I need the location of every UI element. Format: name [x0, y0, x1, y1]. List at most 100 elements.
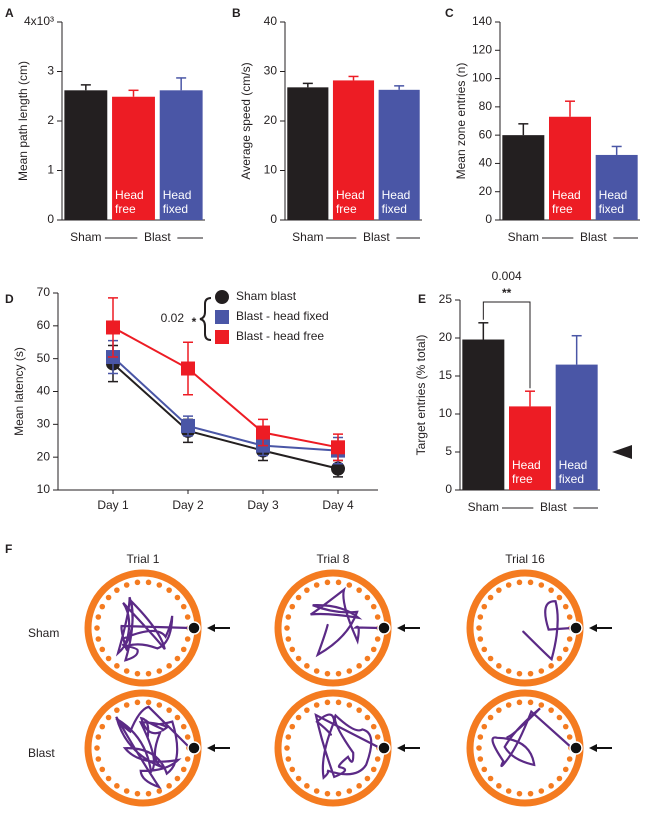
pool-dot — [346, 668, 353, 674]
annotation: 0.02 — [161, 311, 185, 325]
y-tick-label: 100 — [472, 71, 492, 85]
pool-dot — [295, 775, 302, 782]
pool-dot — [95, 756, 102, 762]
pool-dot — [180, 766, 187, 773]
y-tick-label: 20 — [439, 330, 453, 344]
x-tick-label: Sham — [70, 230, 101, 244]
y-tick-label: 70 — [37, 285, 51, 299]
pool-dot — [174, 655, 181, 662]
swim-path — [314, 712, 382, 780]
y-axis-label: Average speed (cm/s) — [239, 62, 253, 179]
pool-dot — [481, 766, 488, 773]
x-tick-label: Day 4 — [322, 498, 354, 512]
pool-dot — [313, 702, 320, 708]
bar-label: Head free — [115, 188, 144, 216]
target — [377, 741, 391, 755]
pool-dot — [556, 594, 563, 601]
panel-letter: A — [5, 6, 14, 20]
pool-dot — [313, 668, 320, 674]
pool-dot — [324, 670, 331, 677]
pool-dot — [284, 745, 290, 751]
bar-label: Head fixed — [559, 458, 588, 486]
group-label: Blast — [580, 230, 607, 244]
pool-dot — [289, 603, 296, 610]
bar — [555, 364, 598, 490]
pool-dot — [516, 670, 523, 677]
series-line — [112, 356, 339, 452]
swim-path — [115, 596, 192, 662]
pool-dot — [566, 636, 573, 642]
y-tick-label: 10 — [37, 482, 51, 496]
bar-label: Head fixed — [163, 188, 192, 216]
pool-dot — [481, 603, 488, 610]
pool-dot — [477, 756, 484, 762]
column-label: Trial 16 — [505, 552, 545, 566]
pool-dot — [156, 582, 163, 588]
pool-dot — [166, 587, 172, 593]
pool-dot — [156, 668, 163, 674]
pool-dot — [105, 775, 112, 782]
arrow-head — [207, 744, 215, 752]
target — [569, 741, 583, 755]
pool-dot — [95, 734, 102, 740]
pool-dot — [527, 699, 534, 706]
pool-dot — [145, 579, 152, 586]
panel-letter: C — [445, 6, 454, 20]
pool-dot — [346, 788, 353, 794]
y-tick-label: 50 — [37, 351, 51, 365]
pool-dot — [370, 766, 377, 773]
pool-dot — [496, 663, 502, 669]
pool-dot — [481, 646, 488, 653]
bar — [287, 87, 329, 220]
pool-dot — [114, 663, 120, 669]
pool-dot — [105, 655, 112, 662]
pool-dot — [346, 582, 353, 588]
pool-dot — [364, 714, 371, 721]
pool-dot — [134, 579, 141, 586]
row-label: Sham — [28, 626, 59, 640]
bar — [595, 154, 638, 220]
x-tick-label: Sham — [508, 230, 539, 244]
pool-dot — [184, 734, 191, 740]
y-tick-label: 20 — [264, 113, 278, 127]
pool-dot — [356, 587, 362, 593]
y-tick-label: 10 — [439, 406, 453, 420]
pool-dot — [284, 625, 290, 631]
bar-label: Head fixed — [599, 188, 628, 216]
pool-dot — [94, 625, 100, 631]
y-tick-label: 30 — [37, 417, 51, 431]
pool-dot — [496, 783, 502, 789]
pool-dot — [285, 734, 292, 740]
point — [181, 361, 195, 376]
y-tick-label: 20 — [37, 449, 51, 463]
target — [569, 621, 583, 635]
pool-dot — [180, 603, 187, 610]
pool-dot — [335, 699, 342, 706]
point — [181, 418, 195, 433]
legend-marker — [215, 310, 229, 324]
chance-marker — [612, 445, 632, 459]
pool-dot — [370, 646, 377, 653]
pool-dot — [313, 582, 320, 588]
x-tick-label: Day 3 — [247, 498, 279, 512]
pool-dot — [556, 655, 563, 662]
y-axis-label: Mean path length (cm) — [16, 61, 30, 181]
pool-dot — [356, 707, 362, 713]
pool-dot — [538, 788, 545, 794]
pool-dot — [477, 734, 484, 740]
arrow-head — [397, 624, 405, 632]
pool-dot — [114, 783, 120, 789]
pool-dot — [516, 699, 523, 706]
x-tick-label: Day 2 — [172, 498, 204, 512]
pool-dot — [285, 636, 292, 642]
pool-dot — [180, 723, 187, 730]
arrow-head — [589, 624, 597, 632]
pool-dot — [548, 783, 554, 789]
panel-letter: F — [5, 542, 12, 556]
pool-dot — [496, 587, 502, 593]
pool-dot — [174, 775, 181, 782]
pool-dot — [496, 707, 502, 713]
pool-dot — [134, 670, 141, 677]
y-tick-label: 5 — [445, 444, 452, 458]
pool-dot — [285, 614, 292, 620]
